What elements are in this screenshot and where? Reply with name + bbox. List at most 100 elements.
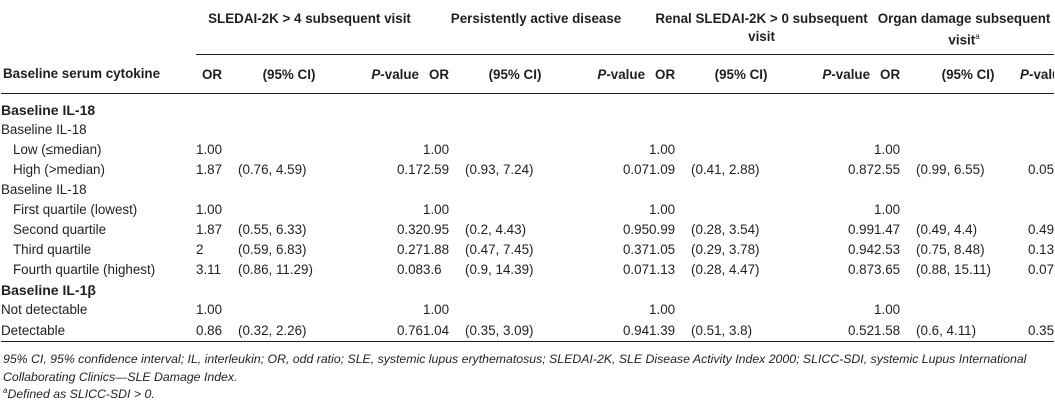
confidence-interval-cell: (0.99, 6.55) <box>916 162 985 177</box>
row-label: Fourth quartile (highest) <box>13 262 156 277</box>
group-header-organ-damage: Organ damage subsequent visita <box>874 0 1055 55</box>
confidence-interval-cell: (0.86, 11.29) <box>238 262 313 277</box>
odds-ratio-cell: 1.47 <box>874 222 901 237</box>
odds-ratio-cell: 1.00 <box>196 202 223 217</box>
confidence-interval-cell: (0.49, 4.4) <box>916 222 978 237</box>
column-header-or: OR <box>649 54 692 94</box>
p-value-cell: 0.17 <box>396 162 423 177</box>
subgroup-row: Baseline IL-18 <box>1 120 1054 140</box>
column-header-or: OR <box>874 54 917 94</box>
odds-ratio-cell: 3.6 <box>423 262 442 277</box>
odds-ratio-cell: 1.88 <box>423 242 450 257</box>
odds-ratio-cell: 1.00 <box>423 302 450 317</box>
confidence-interval-cell <box>916 300 1020 320</box>
odds-ratio-cell: 1.39 <box>649 320 692 342</box>
odds-ratio-cell: 1.13 <box>649 262 676 277</box>
column-header-p-value: P-value <box>565 54 650 94</box>
p-value-cell <box>340 140 423 160</box>
p-value-cell: 0.95 <box>622 222 650 237</box>
footnote-a-text: Defined as SLICC-SDI > 0. <box>7 387 155 402</box>
column-header-or: OR <box>196 54 238 94</box>
row-label: High (>median) <box>13 162 105 177</box>
p-value-cell: 0.94 <box>847 242 875 257</box>
p-value-cell: 0.49 <box>1027 222 1055 237</box>
odds-ratio-cell: 0.99 <box>649 222 676 237</box>
table-row: Not detectable 1.00 1.00 1.00 1.00 <box>1 300 1054 320</box>
column-header-ci: (95% CI) <box>691 54 792 94</box>
column-header-cytokine: Baseline serum cytokine <box>1 54 196 94</box>
confidence-interval-cell: (0.51, 3.8) <box>691 320 792 342</box>
column-header-p-rest: -value <box>1028 66 1054 82</box>
column-header-p-italic: P <box>371 66 381 82</box>
odds-ratio-cell: 2 <box>196 242 204 257</box>
odds-ratio-cell: 1.87 <box>196 222 223 237</box>
p-value-cell <box>565 300 649 320</box>
confidence-interval-cell: (0.55, 6.33) <box>238 222 307 237</box>
column-header-ci: (95% CI) <box>238 54 340 94</box>
column-header-or: OR <box>423 54 465 94</box>
confidence-interval-cell <box>465 200 565 220</box>
confidence-interval-cell <box>916 140 1020 160</box>
p-value-cell: 0.08 <box>396 262 423 277</box>
odds-ratio-cell: 0.95 <box>423 222 450 237</box>
row-label: Not detectable <box>1 302 88 317</box>
confidence-interval-cell: (0.75, 8.48) <box>916 242 985 257</box>
group-header-persistent: Persistently active disease <box>423 0 650 55</box>
confidence-interval-cell: (0.88, 15.11) <box>916 262 991 277</box>
column-header-p-italic: P <box>597 66 607 82</box>
table-row: Second quartile 1.87 (0.55, 6.33) 0.32 0.95(… <box>1 220 1054 240</box>
odds-ratio-cell: 1.00 <box>423 202 450 217</box>
confidence-interval-cell <box>916 200 1020 220</box>
table-row: First quartile (lowest) 1.00 1.00 1.00 1.00 <box>1 200 1054 220</box>
row-label: Third quartile <box>13 242 92 257</box>
odds-ratio-cell: 1.00 <box>874 142 901 157</box>
row-label: Baseline IL-1β <box>1 282 96 298</box>
p-value-cell: 0.07 <box>622 162 650 177</box>
odds-ratio-cell: 1.04 <box>423 320 465 342</box>
confidence-interval-cell <box>238 140 340 160</box>
p-value-cell <box>340 300 423 320</box>
definition-footnote: aDefined as SLICC-SDI > 0. <box>3 382 155 403</box>
p-value-cell: 0.13 <box>1027 242 1055 257</box>
odds-ratio-cell: 1.00 <box>196 142 223 157</box>
confidence-interval-cell <box>238 200 340 220</box>
column-header-p-value: P-value <box>1020 54 1055 94</box>
table-row: High (>median) 1.87 (0.76, 4.59) 0.17 2.59 (0… <box>1 160 1054 180</box>
odds-ratio-cell: 1.58 <box>874 320 917 342</box>
section-header-row: Baseline IL-1β <box>1 280 1054 300</box>
group-header-renal: Renal SLEDAI-2K > 0 subsequent visit <box>649 0 875 55</box>
odds-ratio-cell: 1.09 <box>649 162 676 177</box>
confidence-interval-cell <box>465 300 565 320</box>
cytokine-odds-ratio-table: SLEDAI-2K > 4 subsequent visit Persisten… <box>1 0 1055 342</box>
group-header-row: SLEDAI-2K > 4 subsequent visit Persisten… <box>1 0 1055 55</box>
confidence-interval-cell: (0.35, 3.09) <box>465 320 565 342</box>
column-header-p-value: P-value <box>340 54 423 94</box>
odds-ratio-cell: 1.00 <box>196 302 223 317</box>
confidence-interval-cell: (0.2, 4.43) <box>465 222 527 237</box>
confidence-interval-cell: (0.47, 7.45) <box>465 242 534 257</box>
odds-ratio-cell: 1.87 <box>196 162 223 177</box>
confidence-interval-cell <box>691 300 791 320</box>
subgroup-row: Baseline IL-18 <box>1 180 1054 200</box>
table-row: Detectable 0.86 (0.32, 2.26) 0.76 1.04 (0.35,… <box>1 320 1055 342</box>
odds-ratio-cell: 1.05 <box>649 242 676 257</box>
column-header-p-rest: -value <box>606 66 646 82</box>
odds-ratio-cell: 0.86 <box>196 320 238 342</box>
row-label: First quartile (lowest) <box>13 202 138 217</box>
column-header-p-italic: P <box>1020 66 1029 82</box>
p-value-cell: 0.94 <box>565 320 650 342</box>
p-value-cell: 0.07 <box>622 262 650 277</box>
column-header-row: Baseline serum cytokine OR (95% CI) P-valu… <box>1 54 1055 94</box>
odds-ratio-cell: 2.53 <box>874 242 901 257</box>
confidence-interval-cell <box>691 200 791 220</box>
table-row: Third quartile 2 (0.59, 6.83) 0.27 1.88 (0.47… <box>1 240 1054 260</box>
row-label: Second quartile <box>13 222 107 237</box>
abbreviation-footnote: 95% CI, 95% confidence interval; IL, int… <box>3 352 1027 384</box>
p-value-cell: 0.35 <box>1020 320 1055 342</box>
results-table-container: SLEDAI-2K > 4 subsequent visit Persisten… <box>1 0 1055 342</box>
odds-ratio-cell: 1.00 <box>874 302 901 317</box>
footnote-a-marker: a <box>3 386 8 395</box>
odds-ratio-cell: 3.11 <box>196 262 222 277</box>
confidence-interval-cell: (0.41, 2.88) <box>691 162 760 177</box>
p-value-cell <box>791 300 874 320</box>
